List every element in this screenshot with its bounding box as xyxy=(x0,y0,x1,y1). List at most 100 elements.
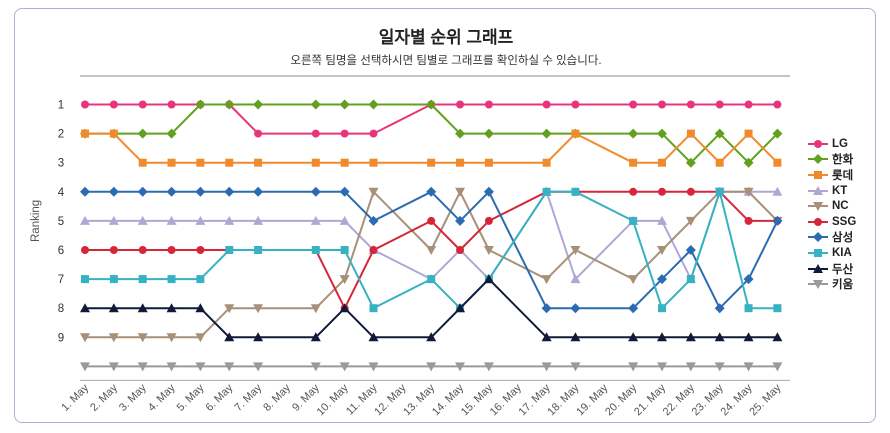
series-point xyxy=(483,246,494,255)
series-point xyxy=(339,99,350,110)
series-point xyxy=(195,362,206,372)
legend-item[interactable]: 한화 xyxy=(807,152,856,168)
legend-symbol xyxy=(813,154,823,165)
series-8 xyxy=(81,187,782,313)
y-axis-label: Ranking xyxy=(30,200,42,242)
series-point xyxy=(310,332,321,342)
series-point xyxy=(224,304,235,314)
series-point xyxy=(254,246,263,254)
series-point xyxy=(80,333,90,343)
y-tick-label: 5 xyxy=(58,216,64,228)
legend-symbol xyxy=(813,263,823,273)
legend-marker xyxy=(808,185,828,195)
series-point xyxy=(658,304,666,313)
series-point xyxy=(81,100,89,109)
series-point xyxy=(108,186,119,197)
series-point xyxy=(570,332,581,342)
series-point xyxy=(629,158,638,167)
series-point xyxy=(368,332,379,342)
legend-symbol xyxy=(813,232,823,243)
series-point xyxy=(311,129,320,138)
y-tick-label: 1 xyxy=(58,100,64,112)
legend-item[interactable]: SSG xyxy=(807,214,856,230)
series-point xyxy=(657,128,667,139)
series-point xyxy=(772,215,783,226)
series-point xyxy=(541,332,552,342)
series-point xyxy=(686,129,695,138)
chart-panel: 일자별 순위 그래프 오른쪽 팀명을 선택하시면 팀별로 그래프를 확인하실 수… xyxy=(14,8,876,423)
series-point xyxy=(137,303,148,313)
series-point xyxy=(657,362,667,372)
legend-item[interactable]: KT xyxy=(807,183,856,199)
series-point xyxy=(109,129,118,138)
series-point xyxy=(772,332,783,342)
series-point xyxy=(686,187,695,196)
series-point xyxy=(685,157,696,168)
legend-item[interactable]: 키움 xyxy=(807,276,856,292)
legend-marker xyxy=(808,154,828,165)
series-point xyxy=(166,303,177,313)
legend-item[interactable]: LG xyxy=(807,136,856,152)
series-point xyxy=(310,304,321,314)
legend-marker xyxy=(808,280,828,290)
legend-marker xyxy=(808,232,828,243)
legend-item[interactable]: 두산 xyxy=(807,261,856,277)
series-point xyxy=(138,158,147,167)
series-point xyxy=(339,303,350,313)
series-point xyxy=(483,362,494,372)
series-point xyxy=(744,304,753,313)
series-point xyxy=(310,186,321,197)
series-point xyxy=(484,158,493,167)
series-point xyxy=(426,332,437,342)
series-point xyxy=(571,100,580,109)
series-point xyxy=(167,100,176,109)
y-tick-label: 3 xyxy=(58,158,64,170)
legend-label: KIA xyxy=(832,246,852,259)
legend-item[interactable]: 롯데 xyxy=(807,167,856,183)
legend-item[interactable]: NC xyxy=(807,198,856,214)
series-point xyxy=(571,187,580,196)
series-point xyxy=(253,186,264,197)
legend-label: 한화 xyxy=(832,154,854,167)
series-point xyxy=(369,304,378,313)
series-point xyxy=(195,186,206,197)
legend-label: 두산 xyxy=(832,263,854,276)
legend-symbol xyxy=(814,248,822,257)
legend-label: 롯데 xyxy=(832,169,854,182)
x-tick-label: 4. May xyxy=(146,382,178,414)
x-tick-label: 10. May xyxy=(315,382,352,419)
series-point xyxy=(196,158,205,167)
series-point xyxy=(108,215,119,225)
legend-item[interactable]: 삼성 xyxy=(807,230,856,246)
series-point xyxy=(138,100,147,109)
legend-symbol xyxy=(814,217,822,226)
series-point xyxy=(426,99,437,110)
legend-item[interactable]: KIA xyxy=(807,245,856,261)
series-point xyxy=(541,275,552,285)
series-point xyxy=(368,187,379,197)
x-tick-label: 6. May xyxy=(204,382,236,414)
series-point xyxy=(166,128,177,139)
series-point xyxy=(108,362,119,372)
series-point xyxy=(686,100,695,109)
legend-symbol xyxy=(814,170,822,179)
x-tick-label: 2. May xyxy=(88,382,120,414)
series-point xyxy=(629,187,638,196)
series-point xyxy=(225,246,234,254)
series-point xyxy=(685,245,696,255)
x-tick-label: 1. May xyxy=(59,382,91,414)
y-tick-label: 7 xyxy=(58,274,64,286)
series-line xyxy=(85,190,778,281)
series-point xyxy=(138,246,147,254)
series-point xyxy=(715,187,724,196)
series-point xyxy=(658,187,666,196)
series-point xyxy=(541,362,552,372)
series-point xyxy=(253,99,264,110)
series-point xyxy=(427,216,436,225)
series-point xyxy=(195,333,206,343)
series-point xyxy=(628,332,639,342)
series-point xyxy=(657,215,667,225)
series-line xyxy=(85,103,779,164)
series-point xyxy=(80,362,90,372)
series-point xyxy=(743,362,754,372)
